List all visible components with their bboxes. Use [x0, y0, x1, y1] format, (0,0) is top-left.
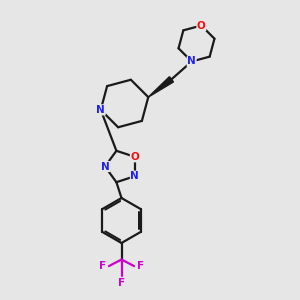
Text: N: N: [96, 105, 105, 115]
Text: O: O: [197, 20, 206, 31]
Polygon shape: [148, 77, 173, 97]
Text: N: N: [130, 171, 139, 181]
Text: O: O: [130, 152, 139, 162]
Text: N: N: [187, 56, 196, 67]
Text: F: F: [118, 278, 125, 288]
Text: N: N: [100, 161, 109, 172]
Text: F: F: [99, 261, 106, 271]
Text: F: F: [137, 261, 144, 271]
